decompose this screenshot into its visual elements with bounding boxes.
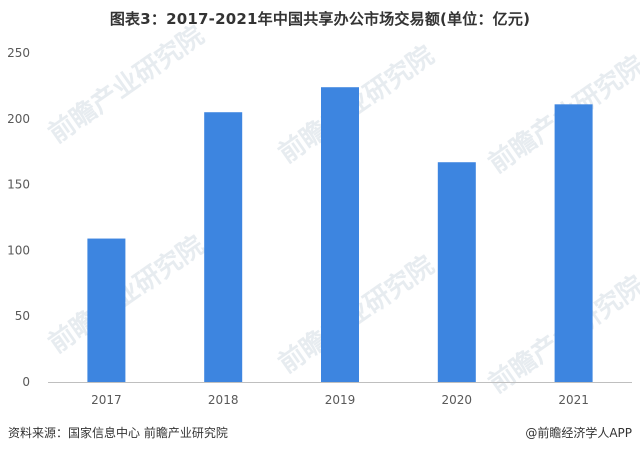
x-tick-label-2018: 2018 [208, 393, 239, 407]
source-note: 资料来源：国家信息中心 前瞻产业研究院 [8, 426, 228, 440]
y-tick-label-150: 150 [7, 178, 30, 192]
y-tick-label-0: 0 [22, 375, 30, 389]
bar-2020 [437, 162, 476, 382]
y-tick-label-50: 50 [15, 309, 30, 323]
bar-2018 [204, 112, 243, 382]
x-tick-label-2019: 2019 [325, 393, 356, 407]
y-tick-label-200: 200 [7, 112, 30, 126]
x-tick-label-2020: 2020 [442, 393, 473, 407]
x-tick-label-2021: 2021 [558, 393, 589, 407]
y-tick-label-250: 250 [7, 46, 30, 60]
y-tick-label-100: 100 [7, 243, 30, 257]
bar-2017 [87, 238, 126, 382]
chart-title: 图表3：2017-2021年中国共享办公市场交易额(单位：亿元) [109, 10, 531, 28]
bar-2021 [554, 104, 593, 382]
credit-note: @前瞻经济学人APP [525, 426, 632, 440]
x-tick-label-2017: 2017 [91, 393, 122, 407]
bar-2019 [321, 87, 359, 382]
